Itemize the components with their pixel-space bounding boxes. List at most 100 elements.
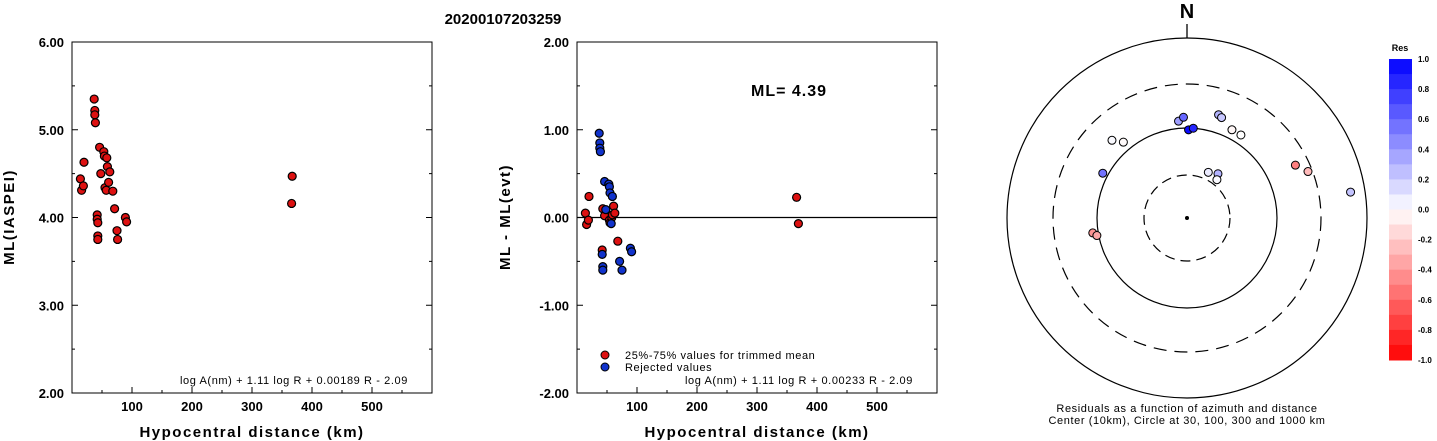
x-tick-label: 400	[301, 399, 323, 414]
station-point	[1227, 125, 1237, 135]
legend-label-trimmed: 25%-75% values for trimmed mean	[625, 350, 815, 362]
data-point	[610, 208, 620, 218]
x-tick-label: 400	[806, 399, 828, 414]
station-point	[1178, 112, 1188, 122]
station-point	[1236, 130, 1246, 140]
panel-residuals: 100 200 300 400 500 -2.00 -1.00 0.00 1.00 2.00 ML…	[497, 35, 938, 441]
data-point	[93, 234, 103, 245]
colorbar-cell	[1389, 59, 1412, 75]
colorbar: Res 1.0 0.8 0.6 0.4 0.2 0.0 -0.2 -0.4 -0.6 -0.8 -1…	[1389, 43, 1432, 365]
y-tick-label: 0.00	[544, 211, 569, 226]
data-point	[121, 217, 132, 227]
y-tick-label: -2.00	[539, 386, 569, 401]
panel2-formula: log A(nm) + 1.11 log R + 0.00233 R - 2.0…	[685, 375, 913, 387]
colorbar-cell	[1389, 149, 1412, 165]
station-point	[1188, 123, 1198, 133]
colorbar-tick-label: -0.6	[1418, 296, 1432, 305]
colorbar-cell	[1389, 329, 1412, 346]
station-point	[1303, 167, 1313, 177]
x-tick-label: 100	[121, 399, 143, 414]
colorbar-title: Res	[1392, 43, 1409, 53]
panel2-points	[580, 128, 804, 275]
data-point	[93, 218, 103, 228]
colorbar-cell	[1389, 179, 1412, 195]
legend-marker-trimmed	[600, 350, 610, 360]
colorbar-ticks: 1.0 0.8 0.6 0.4 0.2 0.0 -0.2 -0.4 -0.6 -0.8 -1.0	[1418, 55, 1432, 365]
station-point	[1092, 231, 1102, 241]
colorbar-cell	[1389, 209, 1412, 226]
x-tick-label: 500	[361, 399, 383, 414]
station-point	[1290, 160, 1300, 170]
colorbar-tick-label: 0.6	[1418, 115, 1430, 124]
station-point	[1346, 187, 1356, 197]
data-point	[607, 191, 618, 202]
colorbar-cells	[1389, 59, 1412, 361]
colorbar-tick-label: -0.2	[1418, 236, 1432, 245]
panel2-xlabel: Hypocentral distance (km)	[644, 424, 869, 441]
ml-value-label: ML= 4.39	[751, 83, 827, 100]
data-point	[108, 186, 118, 196]
figure-title: 20200107203259	[445, 11, 562, 28]
colorbar-cell	[1389, 224, 1412, 241]
colorbar-tick-label: -0.4	[1418, 266, 1432, 275]
data-point	[597, 249, 607, 259]
ring-300km	[1052, 83, 1322, 353]
ring-1000km	[1006, 37, 1368, 399]
data-point	[78, 181, 89, 191]
colorbar-cell	[1389, 194, 1412, 210]
data-point	[583, 215, 594, 225]
data-point	[598, 265, 608, 275]
data-point	[584, 191, 594, 202]
panel1-ylabel: ML(IASPEI)	[1, 169, 18, 265]
y-tick-label: -1.00	[539, 298, 569, 313]
x-tick-label: 200	[181, 399, 203, 414]
station-point	[1203, 167, 1213, 177]
colorbar-cell	[1389, 254, 1412, 271]
station-point	[1098, 168, 1108, 178]
data-point	[287, 171, 297, 181]
y-tick-label: 1.00	[544, 123, 569, 138]
data-point	[791, 192, 802, 202]
data-point	[89, 94, 99, 104]
colorbar-tick-label: -1.0	[1418, 356, 1432, 365]
x-tick-label: 300	[241, 399, 263, 414]
data-point	[594, 128, 604, 138]
colorbar-cell	[1389, 119, 1412, 135]
panel1-points	[75, 94, 297, 245]
colorbar-cell	[1389, 164, 1412, 180]
polar-points	[1088, 110, 1356, 241]
y-tick-label: 4.00	[39, 211, 64, 226]
data-point	[613, 236, 623, 246]
data-point	[112, 234, 123, 245]
colorbar-tick-label: 0.4	[1418, 145, 1430, 154]
x-tick-label: 500	[866, 399, 888, 414]
x-tick-label: 100	[626, 399, 648, 414]
station-point	[1217, 113, 1227, 123]
panel1-ticks: 100 200 300 400 500 2.00 3.00 4.00 5.00 6.00	[39, 35, 432, 414]
panel2-ylabel: ML - ML(evt)	[497, 164, 514, 270]
colorbar-cell	[1389, 134, 1412, 150]
legend-marker-rejected	[600, 362, 610, 372]
colorbar-tick-label: 1.0	[1418, 55, 1430, 64]
station-point	[1118, 137, 1128, 147]
colorbar-cell	[1389, 104, 1412, 120]
data-point	[287, 198, 297, 209]
data-point	[793, 219, 804, 229]
panel2-ticks: 100 200 300 400 500 -2.00 -1.00 0.00 1.00 2.00	[539, 35, 937, 414]
data-point	[103, 177, 114, 187]
polar-caption-line2: Center (10km), Circle at 30, 100, 300 an…	[1048, 415, 1325, 427]
data-point	[617, 265, 627, 275]
colorbar-cell	[1389, 74, 1412, 90]
epicenter-marker	[1185, 216, 1189, 220]
station-point	[1212, 175, 1222, 185]
colorbar-cell	[1389, 344, 1412, 361]
x-tick-label: 200	[686, 399, 708, 414]
station-point	[1107, 135, 1117, 145]
y-tick-label: 6.00	[39, 35, 64, 50]
colorbar-cell	[1389, 314, 1412, 331]
data-point	[112, 226, 122, 236]
colorbar-cell	[1389, 284, 1412, 301]
legend-label-rejected: Rejected values	[625, 362, 712, 374]
colorbar-cell	[1389, 239, 1412, 256]
